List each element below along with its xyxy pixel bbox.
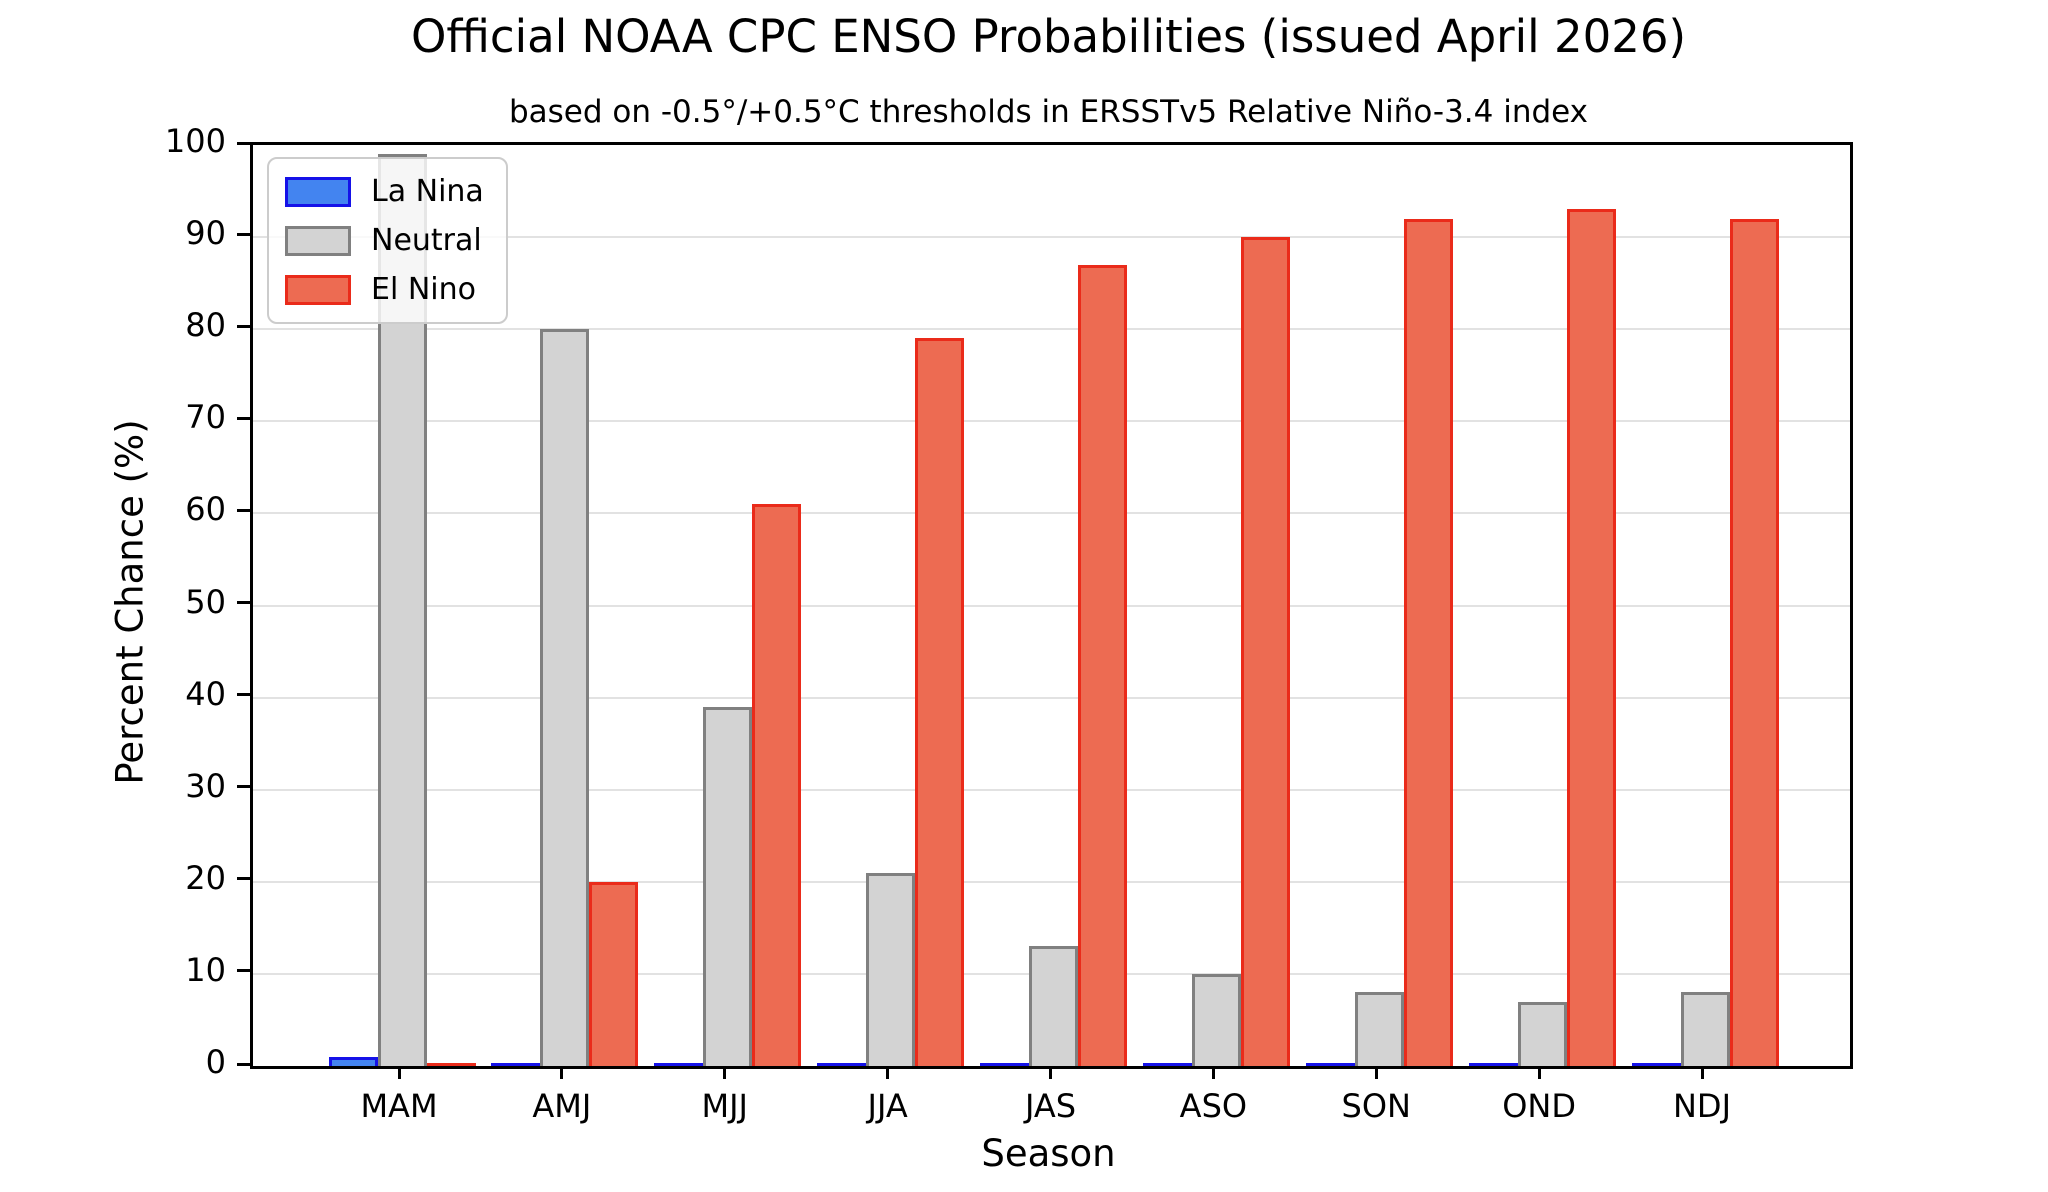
x-tick-mark-amj	[560, 1066, 564, 1079]
x-tick-label-jja: JJA	[867, 1087, 908, 1125]
x-tick-mark-ndj	[1700, 1066, 1704, 1079]
legend-swatch-neutral	[285, 225, 351, 256]
bar-el-nino-mam	[426, 1063, 476, 1066]
y-tick-label-90: 90	[185, 214, 226, 253]
legend-swatch-la-nina	[285, 176, 351, 207]
y-tick-mark-80	[237, 324, 250, 328]
x-tick-mark-mam	[397, 1066, 401, 1079]
y-tick-mark-90	[237, 232, 250, 236]
bar-el-nino-aso	[1240, 237, 1290, 1066]
plot-area: La Nina Neutral El Nino	[250, 142, 1853, 1069]
x-tick-mark-jas	[1049, 1066, 1052, 1079]
gridline-90	[253, 236, 1850, 239]
y-tick-mark-70	[237, 416, 250, 420]
bar-la-nina-jas	[980, 1063, 1029, 1066]
y-tick-label-20: 20	[185, 858, 226, 897]
gridline-30	[253, 788, 1850, 791]
legend-label-el-nino: El Nino	[371, 272, 476, 307]
bar-neutral-ndj	[1680, 992, 1730, 1066]
x-tick-label-jas: JAS	[1024, 1087, 1077, 1125]
y-tick-mark-0	[237, 1063, 250, 1066]
gridline-40	[253, 696, 1850, 699]
y-tick-label-0: 0	[205, 1043, 226, 1081]
x-tick-mark-aso	[1211, 1066, 1215, 1079]
y-tick-mark-60	[237, 508, 250, 512]
x-tick-mark-mjj	[723, 1066, 727, 1079]
x-tick-label-mam: MAM	[360, 1087, 438, 1125]
legend-swatch-el-nino	[285, 274, 351, 305]
y-tick-mark-20	[237, 877, 250, 881]
bar-neutral-jja	[866, 873, 916, 1066]
x-tick-label-son: SON	[1341, 1087, 1411, 1125]
y-tick-label-10: 10	[185, 950, 226, 989]
bar-neutral-mjj	[703, 707, 753, 1066]
bar-la-nina-mam	[328, 1057, 378, 1066]
x-tick-mark-jja	[886, 1066, 890, 1079]
x-tick-label-mjj: MJJ	[701, 1087, 748, 1125]
y-tick-mark-10	[237, 969, 250, 973]
x-tick-label-ndj: NDJ	[1672, 1087, 1731, 1125]
chart-title: Official NOAA CPC ENSO Probabilities (is…	[410, 10, 1687, 63]
bar-la-nina-amj	[491, 1063, 541, 1066]
bar-el-nino-ond	[1566, 209, 1616, 1066]
y-tick-label-100: 100	[164, 122, 226, 160]
gridline-20	[253, 880, 1850, 883]
bar-el-nino-son	[1403, 219, 1453, 1066]
legend-item-neutral: Neutral	[285, 223, 484, 258]
x-tick-mark-son	[1374, 1066, 1378, 1079]
bar-la-nina-ond	[1468, 1063, 1518, 1066]
x-axis-label: Season	[981, 1132, 1116, 1175]
bar-la-nina-mjj	[654, 1063, 704, 1066]
y-tick-mark-40	[237, 693, 250, 697]
y-tick-mark-50	[237, 601, 250, 604]
bar-neutral-ond	[1517, 1002, 1567, 1066]
legend-label-neutral: Neutral	[371, 223, 482, 258]
bar-neutral-amj	[540, 329, 590, 1066]
y-tick-mark-100	[237, 142, 250, 145]
bar-la-nina-jja	[817, 1063, 867, 1066]
y-tick-label-60: 60	[185, 490, 226, 529]
y-tick-label-80: 80	[185, 306, 226, 345]
bar-la-nina-aso	[1142, 1063, 1192, 1066]
legend-item-la-nina: La Nina	[285, 174, 484, 209]
legend: La Nina Neutral El Nino	[267, 157, 508, 324]
bar-el-nino-amj	[589, 882, 639, 1066]
bar-la-nina-ndj	[1631, 1063, 1681, 1066]
bar-el-nino-jja	[915, 338, 965, 1066]
x-tick-label-aso: ASO	[1179, 1087, 1248, 1125]
bar-el-nino-jas	[1078, 265, 1127, 1066]
bar-neutral-jas	[1029, 946, 1078, 1066]
y-tick-label-70: 70	[185, 398, 226, 437]
y-tick-mark-30	[237, 785, 250, 789]
chart-subtitle: based on -0.5°/+0.5°C thresholds in ERSS…	[508, 94, 1589, 130]
legend-item-el-nino: El Nino	[285, 272, 484, 307]
x-tick-label-amj: AMJ	[532, 1087, 592, 1125]
gridline-60	[253, 512, 1850, 515]
legend-label-la-nina: La Nina	[371, 174, 484, 209]
bar-neutral-aso	[1191, 974, 1241, 1066]
y-tick-label-50: 50	[185, 582, 226, 621]
y-tick-label-30: 30	[185, 766, 226, 805]
bar-neutral-son	[1354, 992, 1404, 1066]
gridline-70	[253, 420, 1850, 423]
gridline-50	[253, 604, 1850, 607]
bar-el-nino-ndj	[1729, 219, 1779, 1066]
bar-la-nina-son	[1305, 1063, 1355, 1066]
x-tick-mark-ond	[1537, 1066, 1541, 1079]
y-tick-label-40: 40	[185, 674, 226, 713]
gridline-80	[253, 328, 1850, 331]
x-tick-label-ond: OND	[1502, 1087, 1576, 1125]
bar-el-nino-mjj	[752, 504, 802, 1066]
